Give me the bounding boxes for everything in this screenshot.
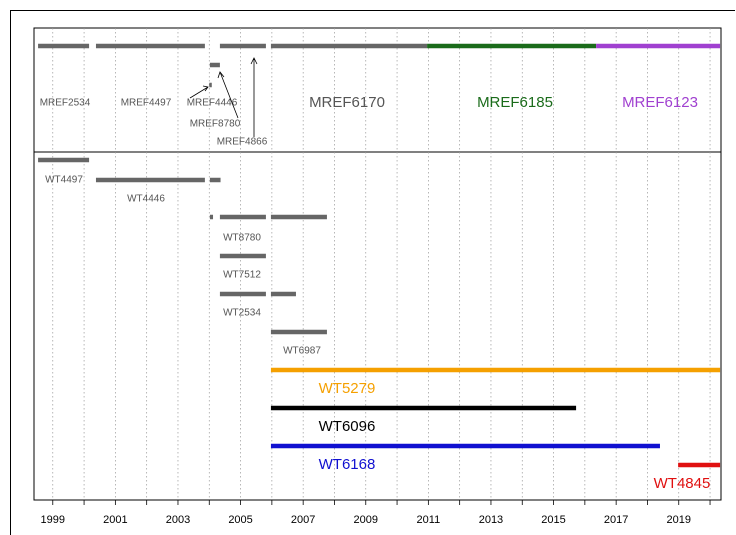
series-label: WT2534 (223, 308, 261, 319)
series-label: WT4446 (127, 194, 165, 205)
x-tick-label: 2007 (291, 514, 315, 526)
series-label: WT8780 (223, 233, 261, 244)
annotation-arrows (189, 57, 258, 137)
x-tick-label: 2003 (166, 514, 190, 526)
x-tick-label: 2011 (417, 514, 441, 526)
page-border (10, 10, 735, 535)
series-label: WT6168 (319, 456, 376, 473)
x-tick-label: 2009 (354, 514, 378, 526)
x-tick-label: 1999 (41, 514, 65, 526)
series-label: MREF2534 (40, 98, 91, 109)
x-tick-label: 2017 (604, 514, 628, 526)
series-label: WT7512 (223, 270, 261, 281)
series-label: MREF6185 (477, 94, 553, 111)
x-tick-label: 2005 (228, 514, 252, 526)
x-tick-label: 2001 (103, 514, 127, 526)
series-label: MREF4866 (217, 137, 268, 148)
x-tick-label: 2019 (667, 514, 691, 526)
series-label: WT6987 (283, 346, 321, 357)
plot-frame (33, 27, 722, 501)
series-label: MREF8780 (190, 119, 241, 130)
series-label: WT4845 (654, 475, 711, 492)
series-label: WT4497 (45, 175, 83, 186)
x-tick-label: 2015 (541, 514, 565, 526)
series-label: MREF4446 (187, 98, 238, 109)
series-label: WT5279 (319, 380, 376, 397)
series-label: WT6096 (319, 418, 376, 435)
x-tick-label: 2013 (479, 514, 503, 526)
series-label: MREF6170 (309, 94, 385, 111)
series-label: MREF6123 (622, 94, 698, 111)
series-label: MREF4497 (121, 98, 172, 109)
